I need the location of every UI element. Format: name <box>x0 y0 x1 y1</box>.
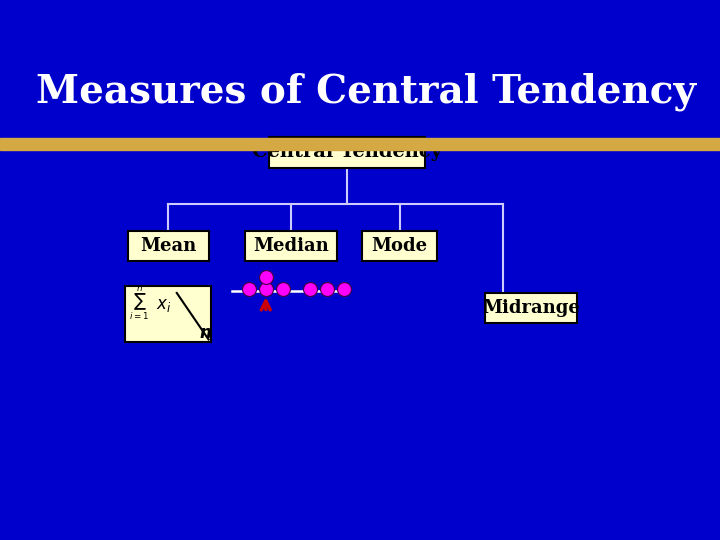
Point <box>338 285 350 294</box>
Text: $\boldsymbol{x_i}$: $\boldsymbol{x_i}$ <box>156 296 171 314</box>
Point <box>260 273 271 281</box>
FancyBboxPatch shape <box>245 231 337 261</box>
Text: Mode: Mode <box>372 237 428 255</box>
Text: $\boldsymbol{n}$: $\boldsymbol{n}$ <box>199 325 212 342</box>
FancyBboxPatch shape <box>125 286 212 342</box>
FancyBboxPatch shape <box>269 137 425 168</box>
Text: Measures of Central Tendency: Measures of Central Tendency <box>36 72 696 111</box>
Text: Mean: Mean <box>140 237 197 255</box>
Text: Median: Median <box>253 237 329 255</box>
FancyBboxPatch shape <box>362 231 437 261</box>
Text: Central Tendency: Central Tendency <box>251 143 442 161</box>
FancyBboxPatch shape <box>485 293 577 323</box>
FancyBboxPatch shape <box>127 231 209 261</box>
Point <box>243 285 255 294</box>
Point <box>321 285 333 294</box>
Text: Midrange: Midrange <box>482 299 580 317</box>
Point <box>305 285 316 294</box>
Point <box>260 285 271 294</box>
Text: $\sum_{i=1}^{n}$: $\sum_{i=1}^{n}$ <box>130 284 149 322</box>
Point <box>276 285 288 294</box>
